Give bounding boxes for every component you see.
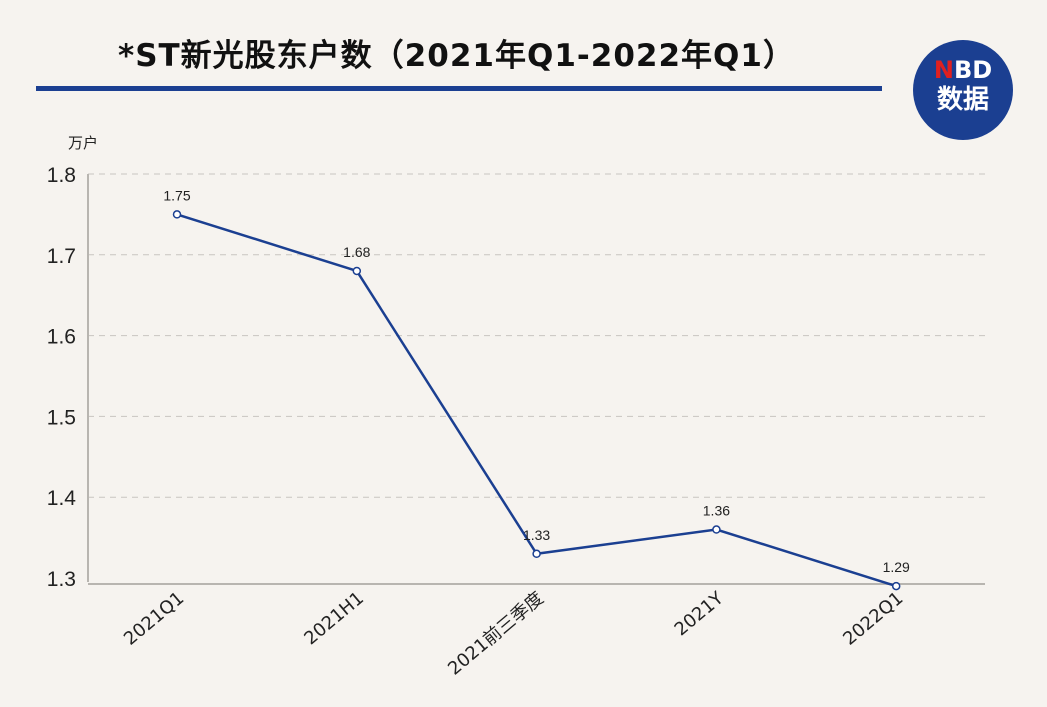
x-tick-label: 2021前三季度 [444, 588, 548, 680]
y-tick-label: 1.3 [47, 568, 76, 591]
y-tick-label: 1.6 [47, 326, 76, 349]
data-label: 1.36 [703, 503, 730, 519]
logo-bd: BD [953, 56, 993, 84]
x-tick-label: 2021H1 [300, 588, 368, 650]
data-point [532, 549, 541, 559]
data-point [712, 525, 721, 534]
x-tick-label: 2022Q1 [839, 588, 907, 650]
nbd-logo: NBD 数据 [913, 40, 1013, 140]
y-tick-label: 1.7 [47, 245, 76, 268]
logo-n: N [933, 56, 954, 84]
data-point [352, 266, 362, 276]
data-label: 1.29 [883, 559, 910, 575]
y-tick-label: 1.4 [47, 487, 77, 510]
y-tick-label: 1.5 [47, 406, 76, 429]
logo-sub: 数据 [936, 85, 989, 115]
y-tick-label: 1.8 [47, 164, 76, 187]
data-label: 1.75 [163, 187, 190, 203]
title-underline [36, 86, 882, 91]
data-label: 1.68 [343, 244, 370, 260]
x-tick-label: 2021Y [671, 587, 729, 640]
data-label: 1.33 [523, 527, 550, 543]
y-axis-label: 万户 [68, 134, 98, 152]
x-tick-label: 2021Q1 [120, 588, 188, 650]
data-point [891, 581, 901, 591]
data-point [172, 210, 182, 219]
chart-title: *ST新光股东户数（2021年Q1-2022年Q1） [118, 38, 795, 74]
